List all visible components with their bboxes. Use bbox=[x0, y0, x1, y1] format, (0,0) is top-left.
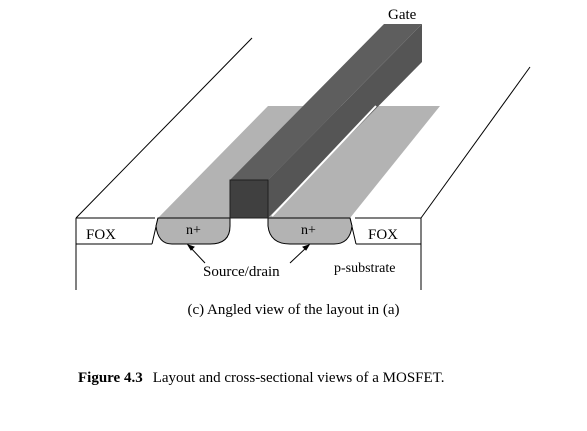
substrate-label: p-substrate bbox=[334, 261, 395, 276]
n-plus-label-left: n+ bbox=[186, 223, 201, 238]
source-drain-arrows bbox=[186, 244, 311, 264]
right-diffusion-strip bbox=[268, 106, 440, 218]
figure-caption: Figure 4.3 Layout and cross-sectional vie… bbox=[78, 370, 444, 387]
gate-front-face bbox=[229, 179, 269, 219]
figure-caption-text: Layout and cross-sectional views of a MO… bbox=[152, 370, 445, 386]
fox-label-right: FOX bbox=[368, 227, 398, 243]
gate-highlight-edge bbox=[271, 105, 377, 217]
gate-label: Gate bbox=[388, 7, 417, 23]
gate-top-face bbox=[230, 24, 422, 180]
n-plus-label-right: n+ bbox=[301, 223, 316, 238]
gate-side-face bbox=[268, 24, 422, 218]
figure-number: Figure 4.3 bbox=[78, 370, 143, 386]
substrate-outline bbox=[75, 37, 531, 290]
n-plus-region-left bbox=[155, 217, 231, 245]
subcaption: (c) Angled view of the layout in (a) bbox=[187, 302, 400, 318]
fox-label-left: FOX bbox=[86, 227, 116, 243]
source-drain-label: Source/drain bbox=[203, 264, 280, 280]
n-plus-region-right bbox=[267, 217, 353, 245]
gate-bar bbox=[229, 24, 422, 219]
